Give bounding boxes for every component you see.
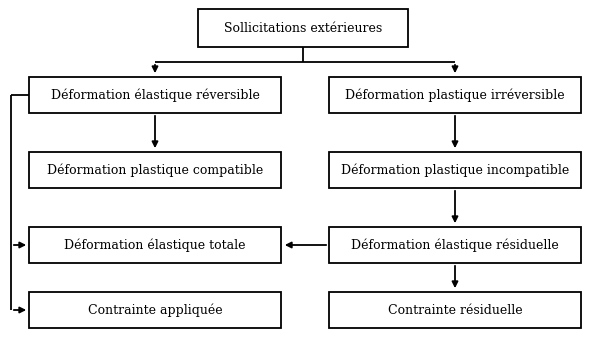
Bar: [329, 77, 581, 113]
Bar: [29, 227, 281, 263]
Bar: [29, 292, 281, 328]
Bar: [329, 292, 581, 328]
Text: Contrainte appliquée: Contrainte appliquée: [88, 303, 222, 317]
Bar: [29, 77, 281, 113]
Text: Déformation plastique compatible: Déformation plastique compatible: [47, 163, 263, 177]
Text: Déformation plastique irréversible: Déformation plastique irréversible: [345, 88, 565, 102]
Text: Contrainte résiduelle: Contrainte résiduelle: [388, 304, 522, 316]
Bar: [329, 152, 581, 188]
Bar: [29, 152, 281, 188]
Text: Déformation élastique réversible: Déformation élastique réversible: [50, 88, 259, 102]
Text: Déformation élastique résiduelle: Déformation élastique résiduelle: [351, 238, 559, 252]
Bar: [329, 227, 581, 263]
Text: Déformation plastique incompatible: Déformation plastique incompatible: [341, 163, 569, 177]
Text: Sollicitations extérieures: Sollicitations extérieures: [224, 21, 382, 34]
Bar: [198, 9, 408, 47]
Text: Déformation élastique totale: Déformation élastique totale: [64, 238, 246, 252]
